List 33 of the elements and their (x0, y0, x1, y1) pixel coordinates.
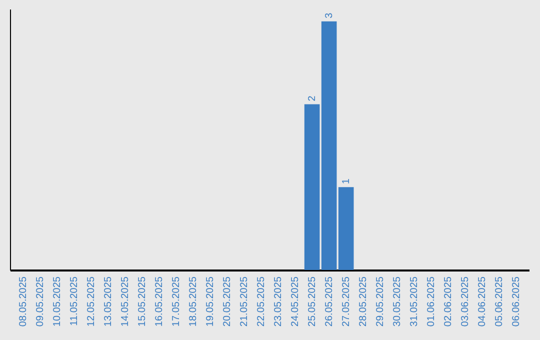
data-label: 3 (324, 12, 336, 18)
x-tick-label: 26.05.2025 (324, 276, 336, 327)
x-tick-label: 25.05.2025 (307, 276, 318, 327)
x-tick-label: 20.05.2025 (222, 276, 233, 327)
x-tick-label: 14.05.2025 (120, 276, 131, 327)
x-tick-label: 17.05.2025 (170, 276, 182, 327)
data-label: 1 (341, 178, 352, 184)
x-tick-label: 18.05.2025 (188, 276, 199, 327)
x-tick-label: 08.05.2025 (18, 276, 29, 327)
data-label: 2 (307, 95, 318, 102)
x-tick-label: 27.05.2025 (341, 276, 352, 327)
x-tick-label: 29.05.2025 (375, 276, 386, 327)
x-tick-label: 01.06.2025 (426, 276, 438, 327)
x-tick-label: 04.06.2025 (477, 276, 488, 327)
x-tick-label: 13.05.2025 (102, 276, 114, 327)
x-tick-label: 23.05.2025 (273, 276, 284, 327)
x-tick-label: 10.05.2025 (52, 276, 63, 327)
x-tick-label: 06.06.2025 (511, 276, 522, 327)
x-tick-label: 16.05.2025 (154, 276, 165, 327)
x-tick-label: 11.05.2025 (68, 276, 80, 326)
x-tick-label: 28.05.2025 (358, 276, 370, 327)
x-tick-label: 22.05.2025 (256, 276, 267, 327)
x-tick-label: 21.05.2025 (238, 276, 250, 327)
x-tick-label: 31.05.2025 (409, 276, 420, 327)
x-tick-label: 09.05.2025 (34, 276, 46, 327)
x-tick-label: 03.06.2025 (460, 276, 472, 327)
x-tick-label: 02.06.2025 (443, 276, 454, 327)
x-tick-label: 05.06.2025 (494, 276, 506, 327)
x-tick-label: 15.05.2025 (136, 276, 148, 327)
x-tick-label: 19.05.2025 (204, 276, 216, 327)
x-tick-label: 30.05.2025 (392, 276, 404, 327)
x-tick-label: 12.05.2025 (86, 276, 97, 327)
x-tick-label: 24.05.2025 (290, 276, 302, 327)
